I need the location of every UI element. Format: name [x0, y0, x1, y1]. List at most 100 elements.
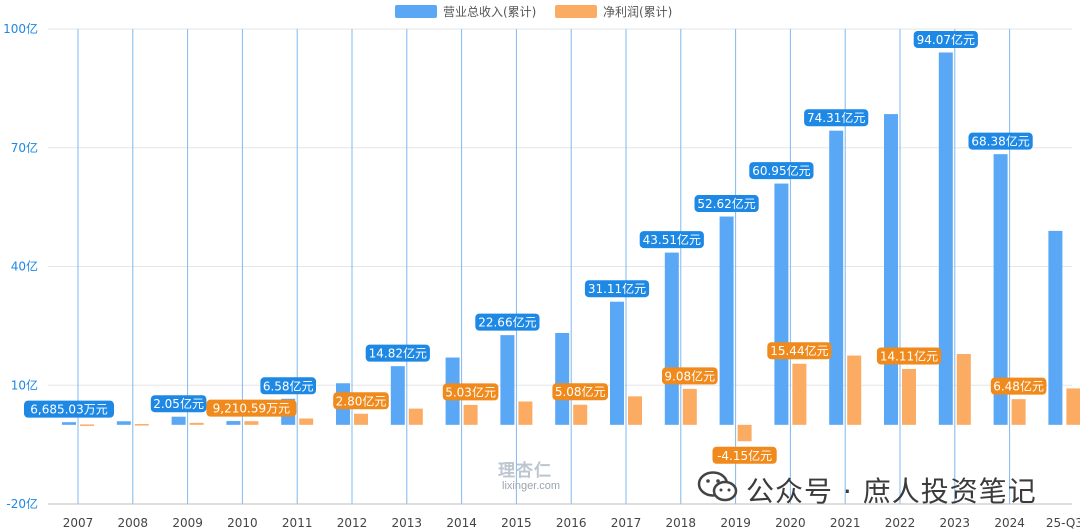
data-label-text: 22.66亿元 — [478, 315, 536, 330]
revenue-bar — [884, 114, 898, 425]
data-label-pill — [990, 377, 1047, 395]
data-label-text: 60.95亿元 — [752, 163, 810, 178]
profit-bar — [244, 421, 259, 425]
data-label-text: 14.82亿元 — [369, 346, 427, 361]
data-label-text: 2.80亿元 — [336, 393, 387, 408]
profit-data-label: 14.11亿元 — [876, 347, 942, 365]
data-label-text: -4.15亿元 — [717, 448, 772, 463]
data-label-pill — [913, 30, 978, 48]
profit-data-label: 5.08亿元 — [552, 383, 608, 401]
y-tick-label: 10亿 — [11, 377, 38, 392]
chart-grid — [48, 28, 1072, 505]
data-label-pill — [968, 132, 1033, 150]
revenue-data-label: 74.31亿元 — [804, 109, 869, 127]
revenue-data-label: 6.58亿元 — [260, 377, 316, 395]
x-tick-label: 2020 — [775, 516, 806, 530]
x-tick-label: 2011 — [282, 516, 313, 530]
revenue-bar — [171, 416, 186, 425]
data-label-text: 68.38亿元 — [971, 134, 1029, 149]
data-label-text: 74.31亿元 — [807, 110, 865, 125]
revenue-bar — [116, 421, 131, 425]
legend-label-revenue[interactable]: 营业总收入(累计) — [443, 5, 536, 19]
revenue-bar — [993, 154, 1008, 425]
revenue-data-label: 6,685.03万元 — [24, 400, 114, 418]
revenue-bar — [226, 421, 241, 425]
profit-data-label: 15.44亿元 — [767, 342, 832, 360]
profit-data-label: 5.03亿元 — [442, 383, 499, 401]
revenue-bar — [610, 301, 624, 425]
legend-label-profit[interactable]: 净利润(累计) — [603, 5, 672, 19]
revenue-data-label: 14.82亿元 — [365, 344, 430, 362]
data-label-pill — [150, 395, 207, 413]
x-tick-label: 2013 — [392, 516, 423, 530]
data-label-text: 6.58亿元 — [263, 378, 314, 393]
data-label-pill — [767, 342, 832, 360]
y-tick-label: 70亿 — [11, 140, 38, 155]
data-label-pill — [584, 280, 650, 298]
revenue-bar — [664, 252, 679, 425]
revenue-data-label: 31.11亿元 — [584, 280, 650, 298]
x-tick-label: 2016 — [556, 516, 587, 530]
profit-bar — [847, 355, 862, 425]
revenue-data-label: 2.05亿元 — [150, 395, 207, 413]
data-label-text: 43.51亿元 — [643, 232, 701, 247]
profit-bar — [408, 408, 423, 425]
revenue-bar — [500, 335, 515, 425]
profit-data-label: -4.15亿元 — [712, 446, 777, 464]
x-tick-label: 2007 — [63, 516, 94, 530]
legend-swatch-revenue[interactable] — [395, 5, 437, 18]
data-label-text: 5.03亿元 — [445, 384, 496, 399]
profit-bar — [573, 404, 588, 425]
data-label-text: 6,685.03万元 — [30, 403, 107, 417]
data-label-pill — [24, 400, 114, 418]
revenue-bar — [390, 366, 405, 425]
revenue-bar — [555, 333, 570, 425]
y-tick-label: 40亿 — [11, 259, 38, 274]
profit-bar — [80, 424, 94, 426]
x-tick-label: 25-Q3 — [1046, 516, 1080, 530]
revenue-bar — [62, 422, 76, 425]
data-label-pill — [552, 383, 608, 401]
data-label-text: 31.11亿元 — [588, 281, 646, 296]
profit-data-label: 9,210.59万元 — [206, 399, 297, 417]
profit-data-label: 6.48亿元 — [990, 377, 1047, 395]
revenue-bar — [1048, 230, 1063, 425]
data-labels: 6,685.03万元 2.05亿元 6.58亿元 14.82亿元 22.66亿元 31.1… — [24, 30, 1047, 464]
profit-bar — [682, 388, 697, 425]
revenue-data-label: 60.95亿元 — [749, 162, 814, 180]
x-tick-label: 2009 — [172, 516, 203, 530]
revenue-data-label: 94.07亿元 — [913, 30, 978, 48]
data-label-pill — [749, 162, 814, 180]
data-label-text: 6.48亿元 — [993, 379, 1044, 394]
chart-legend[interactable]: 营业总收入(累计) 净利润(累计) — [395, 5, 672, 19]
x-tick-label: 2008 — [118, 516, 149, 530]
revenue-data-label: 68.38亿元 — [968, 132, 1033, 150]
profit-bar — [354, 413, 368, 425]
revenue-data-label: 22.66亿元 — [475, 313, 540, 331]
x-tick-label: 2021 — [830, 516, 861, 530]
data-label-pill — [639, 231, 704, 249]
profit-data-label: 2.80亿元 — [333, 392, 389, 410]
x-tick-label: 2023 — [940, 516, 971, 530]
profit-bar — [189, 422, 204, 425]
revenue-bar — [938, 52, 953, 425]
chart-bars — [62, 52, 1080, 442]
x-tick-label: 2017 — [611, 516, 642, 530]
profit-bar — [299, 418, 314, 425]
data-label-pill — [333, 392, 389, 410]
x-tick-label: 2010 — [227, 516, 258, 530]
legend-swatch-profit[interactable] — [555, 5, 597, 18]
x-tick-label: 2019 — [720, 516, 751, 530]
data-label-text: 52.62亿元 — [697, 196, 755, 211]
wechat-icon — [697, 471, 738, 502]
y-tick-label: -20亿 — [6, 496, 38, 511]
profit-data-label: 9.08亿元 — [662, 367, 718, 385]
revenue-data-label: 43.51亿元 — [639, 231, 704, 249]
x-axis-labels: 2007 2008 2009 2010 2011 2012 2013 2014 2015 2016… — [63, 516, 1080, 530]
x-tick-label: 2024 — [994, 516, 1025, 530]
data-label-text: 94.07亿元 — [917, 32, 975, 47]
watermark-wechat-text: 公众号 · 庶人投资笔记 — [746, 475, 1037, 508]
profit-bar — [518, 401, 533, 425]
profit-bar — [1011, 399, 1026, 425]
revenue-bar — [774, 183, 789, 425]
